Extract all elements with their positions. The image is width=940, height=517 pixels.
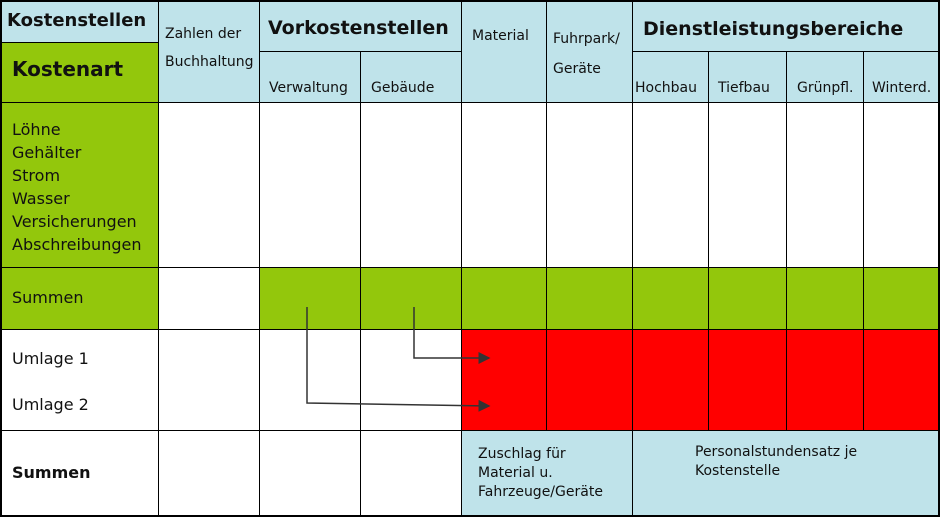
row-summen-final-label: Summen: [2, 431, 158, 515]
cell-summen-verwaltung: [260, 268, 360, 329]
cell-summen-hochbau: [633, 268, 708, 329]
header-tiefbau: Tiefbau: [709, 52, 786, 102]
header-gruenpfl: Grünpfl.: [787, 52, 863, 102]
header-kostenstellen: Kostenstellen: [2, 2, 158, 42]
cell-kostenarten-winterd: [864, 103, 938, 267]
cell-kostenarten-zahlen: [159, 103, 259, 267]
cell-final-gebaeude: [361, 431, 461, 515]
cell-umlage-verwaltung: [260, 330, 360, 430]
cell-umlage-material: [462, 330, 546, 430]
cell-kostenarten-gruenpfl: [787, 103, 863, 267]
cell-kostenarten-tiefbau: [709, 103, 786, 267]
cell-kostenarten-gebaeude: [361, 103, 461, 267]
cell-umlage-zahlen: [159, 330, 259, 430]
kostenart-gehaelter: Gehälter: [12, 143, 82, 162]
cell-final-verwaltung: [260, 431, 360, 515]
header-fuhrpark-geraete: Fuhrpark/ Geräte: [547, 2, 632, 102]
zuschlag-line1: Zuschlag für: [478, 446, 566, 462]
umlage-2-label: Umlage 2: [12, 395, 89, 414]
header-kostenart: Kostenart: [2, 43, 158, 102]
kostenart-abschreibungen: Abschreibungen: [12, 235, 142, 254]
cell-umlage-hochbau: [633, 330, 708, 430]
cell-final-zahlen: [159, 431, 259, 515]
zahlen-line1: Zahlen der: [165, 26, 242, 42]
header-gebaeude: Gebäude: [361, 52, 461, 102]
cell-umlage-fuhrpark: [547, 330, 632, 430]
cell-kostenarten-material: [462, 103, 546, 267]
personal-line1: Personalstundensatz je: [695, 444, 858, 460]
cell-umlage-winterd: [864, 330, 938, 430]
cell-kostenarten-fuhrpark: [547, 103, 632, 267]
header-vorkostenstellen: Vorkostenstellen: [260, 2, 461, 51]
row-umlage-label: Umlage 1 Umlage 2: [2, 330, 158, 430]
header-dienstleistungsbereiche: Dienstleistungsbereiche: [633, 2, 938, 51]
header-zahlen-der-buchhaltung: Zahlen der Buchhaltung: [159, 2, 259, 102]
zuschlag-line2: Material u.: [478, 465, 553, 481]
kostenarten-list: Löhne Gehälter Strom Wasser Versicherung…: [2, 103, 158, 267]
row-summen-label: Summen: [2, 268, 158, 329]
cell-summen-tiefbau: [709, 268, 786, 329]
fuhrpark-line2: Geräte: [553, 61, 601, 77]
kostenart-strom: Strom: [12, 166, 61, 185]
kostenart-wasser: Wasser: [12, 189, 70, 208]
personal-line2: Kostenstelle: [695, 463, 781, 479]
cell-personalstundensatz: Personalstundensatz je Kostenstelle: [633, 431, 938, 515]
cell-summen-gebaeude: [361, 268, 461, 329]
cell-umlage-tiefbau: [709, 330, 786, 430]
cell-summen-material: [462, 268, 546, 329]
cell-umlage-gruenpfl: [787, 330, 863, 430]
zahlen-line2: Buchhaltung: [165, 54, 254, 70]
cell-umlage-gebaeude: [361, 330, 461, 430]
cell-summen-winterd: [864, 268, 938, 329]
fuhrpark-line1: Fuhrpark/: [553, 31, 620, 47]
header-verwaltung: Verwaltung: [260, 52, 360, 102]
cell-summen-fuhrpark: [547, 268, 632, 329]
header-material: Material: [462, 2, 546, 102]
header-winterd: Winterd.: [864, 52, 938, 102]
cell-summen-gruenpfl: [787, 268, 863, 329]
umlage-1-label: Umlage 1: [12, 349, 89, 368]
header-hochbau: Hochbau: [633, 52, 708, 102]
cell-summen-zahlen: [159, 268, 259, 329]
cell-zuschlag-material-fahrzeuge: Zuschlag für Material u. Fahrzeuge/Gerät…: [462, 431, 632, 515]
kostenart-versicherungen: Versicherungen: [12, 212, 137, 231]
zuschlag-line3: Fahrzeuge/Geräte: [478, 484, 603, 500]
cell-kostenarten-verwaltung: [260, 103, 360, 267]
kostenart-loehne: Löhne: [12, 120, 61, 139]
cell-kostenarten-hochbau: [633, 103, 708, 267]
